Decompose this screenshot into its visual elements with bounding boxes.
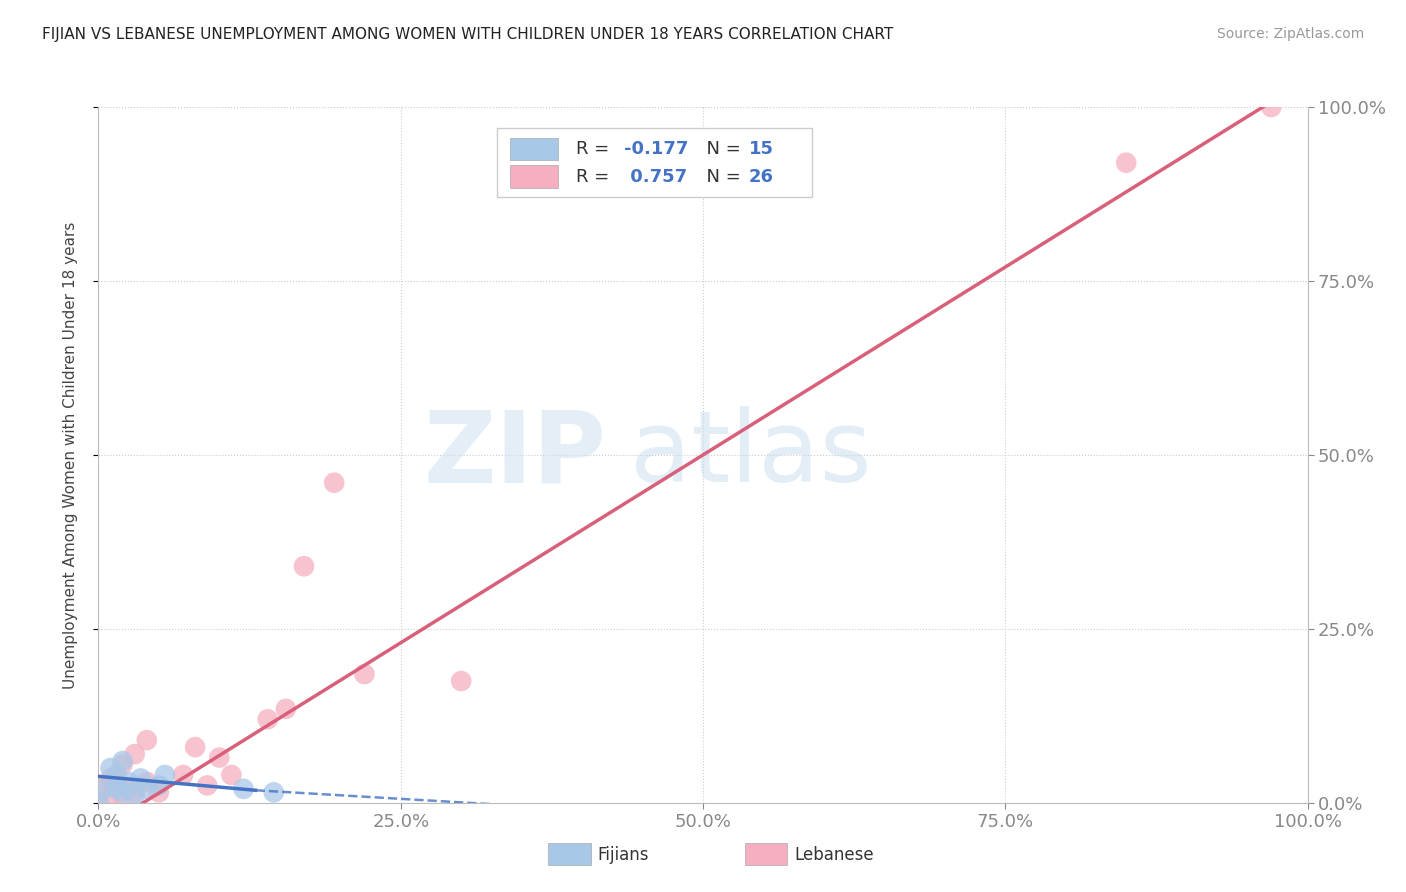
- Text: 0.757: 0.757: [624, 168, 688, 186]
- Point: [105, 781, 128, 796]
- Point: [353, 667, 375, 681]
- Point: [184, 740, 207, 755]
- Y-axis label: Unemployment Among Women with Children Under 18 years: Unemployment Among Women with Children U…: [63, 221, 77, 689]
- Text: N =: N =: [695, 168, 747, 186]
- Point: [1115, 155, 1137, 169]
- FancyBboxPatch shape: [509, 166, 558, 187]
- Point: [111, 789, 134, 803]
- Point: [135, 775, 157, 789]
- FancyBboxPatch shape: [509, 137, 558, 160]
- Point: [100, 789, 122, 803]
- FancyBboxPatch shape: [498, 128, 811, 197]
- Point: [118, 781, 141, 796]
- Text: FIJIAN VS LEBANESE UNEMPLOYMENT AMONG WOMEN WITH CHILDREN UNDER 18 YEARS CORRELA: FIJIAN VS LEBANESE UNEMPLOYMENT AMONG WO…: [42, 27, 893, 42]
- Text: Fijians: Fijians: [598, 846, 650, 863]
- Text: 15: 15: [749, 140, 773, 158]
- Point: [208, 750, 231, 764]
- Point: [148, 778, 170, 792]
- Point: [135, 733, 157, 747]
- Point: [450, 674, 472, 689]
- Point: [172, 768, 194, 782]
- Point: [87, 796, 110, 810]
- Point: [263, 785, 285, 799]
- Point: [256, 712, 278, 726]
- Text: R =: R =: [576, 140, 614, 158]
- Text: N =: N =: [695, 140, 747, 158]
- Point: [153, 768, 176, 782]
- Point: [1260, 100, 1282, 114]
- Point: [148, 785, 170, 799]
- Text: 26: 26: [749, 168, 773, 186]
- Text: -0.177: -0.177: [624, 140, 689, 158]
- Point: [124, 789, 146, 803]
- Point: [221, 768, 243, 782]
- Point: [93, 778, 115, 792]
- Point: [129, 772, 152, 786]
- Point: [118, 775, 141, 789]
- Text: ZIP: ZIP: [423, 407, 606, 503]
- Point: [105, 768, 128, 782]
- Point: [323, 475, 346, 490]
- Point: [111, 785, 134, 799]
- Point: [111, 757, 134, 772]
- Point: [93, 781, 115, 796]
- Point: [124, 785, 146, 799]
- Point: [100, 772, 122, 786]
- Text: Lebanese: Lebanese: [794, 846, 875, 863]
- Point: [292, 559, 315, 574]
- Point: [232, 781, 254, 796]
- Text: atlas: atlas: [630, 407, 872, 503]
- Point: [135, 781, 157, 796]
- Point: [124, 747, 146, 761]
- Point: [105, 775, 128, 789]
- Point: [100, 761, 122, 775]
- Text: Source: ZipAtlas.com: Source: ZipAtlas.com: [1216, 27, 1364, 41]
- Text: R =: R =: [576, 168, 614, 186]
- Point: [274, 702, 297, 716]
- Point: [111, 754, 134, 768]
- Point: [87, 796, 110, 810]
- Point: [195, 778, 218, 792]
